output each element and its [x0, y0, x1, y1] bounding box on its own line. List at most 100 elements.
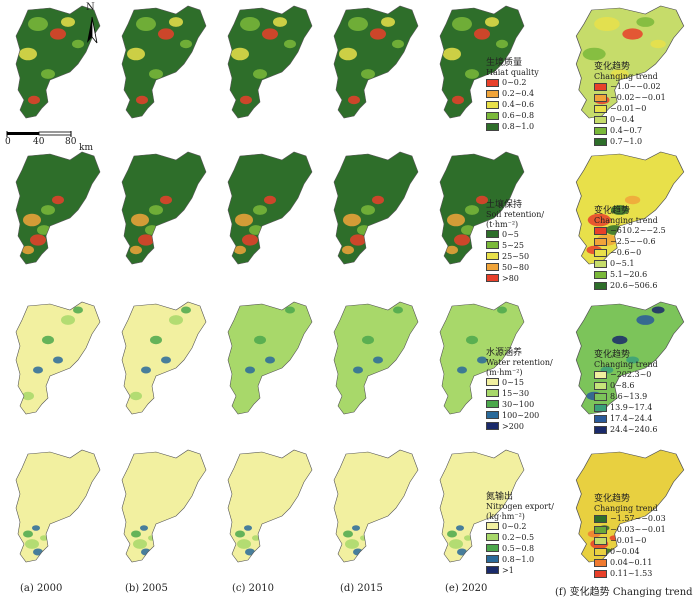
legend-swatch	[594, 415, 607, 424]
legend-title-cn: 变化趋势	[594, 494, 631, 504]
legend-title-cn: 生境质量	[486, 58, 523, 68]
legend-label: 5.1~20.6	[610, 270, 648, 280]
legend-swatch	[594, 570, 607, 579]
legend-item: 24.4~240.6	[594, 425, 658, 436]
caption-e: (e) 2020	[445, 583, 488, 594]
legend-label: −1.0~−0.02	[610, 82, 661, 92]
legend-label: 0.11~1.53	[610, 569, 653, 579]
legend-label: 0.6~0.8	[502, 111, 535, 121]
legend-label: 0.7~1.0	[610, 137, 643, 147]
legend-label: 0.8~1.0	[502, 554, 535, 564]
scale-tick-0: 0	[5, 137, 11, 147]
legend-item: 0.7~1.0	[594, 137, 666, 148]
legend-title-en: Water retention/	[486, 358, 553, 368]
legend-item: 0~0.2	[486, 521, 554, 532]
legend-label: 15~30	[502, 388, 530, 398]
legend-label: 0.8~1.0	[502, 122, 535, 132]
legend-item: 0.8~1.0	[486, 554, 554, 565]
legend-swatch	[594, 282, 607, 291]
legend-swatch	[594, 94, 607, 103]
legend-item: −0.6~0	[594, 248, 666, 259]
legend-swatch	[594, 526, 607, 535]
legend-label: 0.2~0.5	[502, 532, 535, 542]
legend-swatch	[594, 249, 607, 258]
legend-swatch	[486, 252, 499, 261]
caption-d: (d) 2015	[340, 583, 383, 594]
legend-water: 水源涵养 Water retention/(m·hm⁻²) 0~15 15~30 30~…	[486, 348, 553, 432]
legend-swatch	[594, 271, 607, 280]
legend-item: 0.2~0.4	[486, 89, 539, 100]
legend-item: 0~5.1	[594, 259, 666, 270]
map-nitrogen-e	[439, 449, 525, 563]
legend-title-en: Changing trend	[594, 216, 658, 226]
legend-swatch	[486, 90, 499, 99]
legend-title-cn: 水源涵养	[486, 348, 523, 358]
trend-legend-habitat: 变化趋势 Changing trend −1.0~−0.02 −0.02~−0.01−…	[594, 62, 666, 148]
legend-swatch	[486, 79, 499, 88]
north-arrow-icon	[87, 16, 98, 44]
legend-label: −2.5~−0.6	[610, 237, 656, 247]
legend-swatch	[594, 559, 607, 568]
legend-title-en: Changing trend	[594, 360, 658, 370]
legend-swatch	[594, 382, 607, 391]
legend-swatch	[486, 378, 499, 387]
map-habitat-e	[439, 5, 525, 119]
legend-swatch	[486, 101, 499, 110]
legend-label: >200	[502, 421, 524, 431]
legend-label: −0.03~−0.01	[610, 525, 666, 535]
legend-label: −202.3~0	[610, 370, 652, 380]
legend-item: 25~50	[486, 251, 544, 262]
legend-item: −1.0~−0.02	[594, 82, 666, 93]
legend-item: 0~5	[486, 229, 544, 240]
legend-item: 0.6~0.8	[486, 111, 539, 122]
legend-item: 0.2~0.5	[486, 532, 554, 543]
legend-item: −0.03~−0.01	[594, 525, 666, 536]
legend-swatch	[486, 566, 499, 575]
legend-label: 0~8.6	[610, 381, 635, 391]
legend-item: −2.5~−0.6	[594, 237, 666, 248]
legend-swatch	[486, 555, 499, 564]
legend-item: 0.4~0.7	[594, 126, 666, 137]
legend-label: 0.2~0.4	[502, 89, 535, 99]
legend-label: 25~50	[502, 251, 530, 261]
legend-item: 0.8~1.0	[486, 122, 539, 133]
legend-item: −610.2~−2.5	[594, 226, 666, 237]
legend-unit: (kg·hm⁻²)	[486, 511, 525, 521]
legend-swatch	[594, 404, 607, 413]
legend-label: 0~0.04	[610, 547, 640, 557]
scale-bar: 0 40 80 km	[5, 131, 105, 157]
legend-label: 24.4~240.6	[610, 425, 658, 435]
legend-label: 17.4~24.4	[610, 414, 653, 424]
legend-item: 17.4~24.4	[594, 414, 658, 425]
legend-title-cn: 变化趋势	[594, 350, 631, 360]
legend-item: 15~30	[486, 388, 553, 399]
legend-label: 8.6~13.9	[610, 392, 648, 402]
legend-item: >200	[486, 421, 553, 432]
map-soil-d	[333, 151, 419, 265]
legend-item: −0.01~0	[594, 104, 666, 115]
legend-label: 0~5	[502, 229, 519, 239]
legend-label: 50~80	[502, 262, 530, 272]
legend-item: 0.11~1.53	[594, 569, 666, 580]
legend-title-en: Nitrogen export/	[486, 502, 554, 512]
legend-label: 0.5~0.8	[502, 543, 535, 553]
legend-swatch	[486, 522, 499, 531]
legend-title-en: Haiat quality	[486, 68, 539, 78]
legend-label: −610.2~−2.5	[610, 226, 666, 236]
legend-swatch	[594, 238, 607, 247]
legend-title-cn: 氮输出	[486, 492, 514, 502]
map-habitat-c	[227, 5, 313, 119]
legend-item: 8.6~13.9	[594, 392, 658, 403]
map-soil-b	[121, 151, 207, 265]
legend-label: 13.9~17.4	[610, 403, 653, 413]
map-soil-e	[439, 151, 525, 265]
legend-item: >80	[486, 273, 544, 284]
legend-swatch	[594, 105, 607, 114]
legend-swatch	[594, 138, 607, 147]
map-nitrogen-a	[15, 449, 101, 563]
legend-swatch	[486, 123, 499, 132]
legend-title-en: Soil retention/	[486, 210, 545, 220]
legend-label: 20.6~506.6	[610, 281, 658, 291]
legend-swatch	[594, 116, 607, 125]
legend-swatch	[486, 274, 499, 283]
